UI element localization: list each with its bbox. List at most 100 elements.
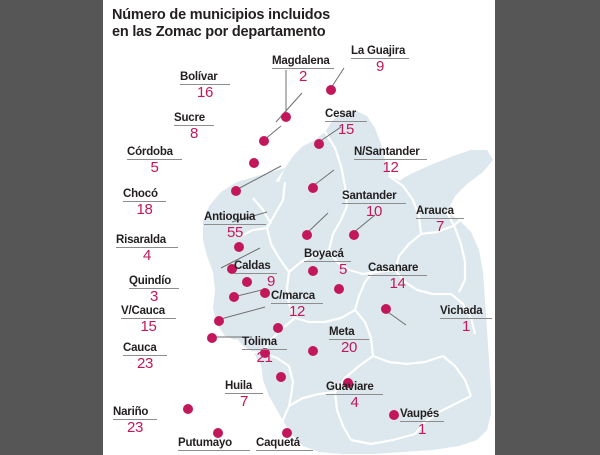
label-antioquia-rule	[204, 224, 266, 226]
label-vcauca: V/Cauca 15	[121, 305, 176, 336]
label-narino-rule	[113, 419, 157, 421]
label-caldas: Caldas 9	[234, 260, 277, 291]
label-antioquia-value: 55	[226, 224, 244, 242]
page-title-line1: Número de municipios incluidos	[112, 7, 330, 23]
label-cauca-rule	[123, 355, 167, 357]
label-bolivar-name: Bolívar	[180, 71, 218, 83]
label-magdalena-rule	[272, 68, 334, 70]
label-meta-value: 20	[340, 339, 358, 357]
map-dot-nsantander	[308, 183, 318, 193]
label-vaupes-rule	[400, 421, 444, 423]
label-vcauca-value: 15	[140, 318, 157, 336]
label-putumayo-rule	[178, 450, 250, 452]
label-boyaca-name: Boyacá	[304, 248, 344, 260]
map-dot-tolima	[273, 323, 283, 333]
label-bolivar-value: 16	[196, 84, 214, 102]
label-choco-name: Chocó	[123, 188, 158, 200]
label-cesar: Cesar 15	[325, 108, 367, 139]
label-bolivar: Bolívar 16	[180, 71, 230, 102]
label-antioquia-name: Antioquia	[204, 211, 256, 223]
label-caldas-rule	[234, 273, 277, 275]
label-nsantander: N/Santander 12	[354, 146, 427, 177]
label-cordoba: Córdoba 5	[127, 146, 182, 177]
label-bolivar-rule	[180, 84, 230, 86]
right-frame-band	[495, 0, 600, 455]
label-narino: Nariño 23	[113, 406, 157, 437]
label-laguajira: La Guajira 9	[351, 45, 409, 76]
map-dot-vichada	[381, 304, 391, 314]
label-cmarca-rule	[271, 303, 323, 305]
label-meta-rule	[329, 339, 369, 341]
map-dot-putumayo	[213, 428, 223, 438]
map-dot-antioquia	[234, 242, 244, 252]
label-santander-name: Santander	[342, 190, 397, 202]
label-vcauca-name: V/Cauca	[121, 305, 165, 317]
label-arauca-value: 7	[435, 218, 445, 236]
map-dot-caldas	[242, 277, 252, 287]
label-cmarca: C/marca 12	[271, 290, 323, 321]
label-cmarca-name: C/marca	[271, 290, 315, 302]
label-caldas-value: 9	[266, 273, 275, 291]
map-dot-choco	[227, 264, 237, 274]
label-sucre-value: 8	[189, 125, 199, 143]
label-arauca: Arauca 7	[416, 205, 464, 236]
map-dot-cmarca	[260, 288, 270, 298]
label-santander-value: 10	[365, 203, 383, 221]
map-dot-arauca	[349, 230, 359, 240]
label-choco: Chocó 18	[123, 188, 166, 219]
label-layer: Magdalena 2 La Guajira 9 Bolívar 16 Cesa…	[103, 0, 495, 455]
label-sucre-rule	[174, 125, 214, 127]
label-vaupes-value: 1	[417, 421, 427, 439]
map-dot-vaupes	[389, 410, 399, 420]
label-vcauca-rule	[121, 318, 176, 320]
label-meta: Meta 20	[329, 326, 369, 357]
label-laguajira-rule	[351, 58, 409, 60]
label-cesar-rule	[325, 121, 367, 123]
label-risaralda-value: 4	[142, 247, 152, 265]
label-caqueta-name: Caquetá	[256, 437, 300, 449]
map-dot-huila	[276, 372, 286, 382]
label-narino-value: 23	[126, 419, 144, 437]
map-dot-narino	[183, 404, 193, 414]
label-nsantander-name: N/Santander	[354, 146, 420, 158]
map-dot-quindio	[214, 316, 224, 326]
label-boyaca-value: 5	[338, 261, 347, 279]
label-quindio: Quindío 3	[129, 275, 179, 306]
label-arauca-name: Arauca	[416, 205, 454, 217]
map-dot-santander	[302, 230, 312, 240]
label-guaviare-name: Guaviare	[326, 381, 374, 393]
label-nsantander-value: 12	[382, 159, 399, 177]
label-huila-name: Huila	[225, 380, 253, 392]
label-narino-name: Nariño	[113, 406, 149, 418]
department-borders	[236, 131, 477, 453]
map-dot-cesar	[314, 139, 324, 149]
label-cordoba-rule	[127, 159, 182, 161]
map-dot-sucre	[249, 158, 259, 168]
label-antioquia: Antioquia 55	[204, 211, 266, 242]
label-cmarca-value: 12	[288, 303, 306, 321]
label-vaupes: Vaupés 1	[400, 408, 444, 439]
label-cordoba-value: 5	[150, 159, 159, 177]
label-santander: Santander 10	[342, 190, 406, 221]
label-vichada: Vichada 1	[440, 305, 492, 336]
map-dot-cauca	[260, 348, 270, 358]
map-landmass	[203, 110, 493, 454]
label-risaralda: Risaralda 4	[116, 234, 178, 265]
map-dot-meta	[308, 346, 318, 356]
label-arauca-rule	[416, 218, 464, 220]
label-santander-rule	[342, 203, 406, 205]
label-casanare-value: 14	[389, 275, 406, 293]
label-risaralda-rule	[116, 247, 178, 249]
label-cauca: Cauca 23	[123, 342, 167, 373]
label-risaralda-name: Risaralda	[116, 234, 166, 246]
label-choco-value: 18	[136, 201, 153, 219]
label-boyaca: Boyacá 5	[304, 248, 351, 279]
label-huila: Huila 7	[225, 380, 263, 411]
label-boyaca-rule	[304, 261, 351, 263]
label-caldas-name: Caldas	[234, 260, 271, 272]
label-sucre-name: Sucre	[174, 112, 205, 124]
label-sucre: Sucre 8	[174, 112, 214, 143]
label-casanare-name: Casanare	[368, 262, 419, 274]
label-magdalena: Magdalena 2	[272, 55, 334, 86]
